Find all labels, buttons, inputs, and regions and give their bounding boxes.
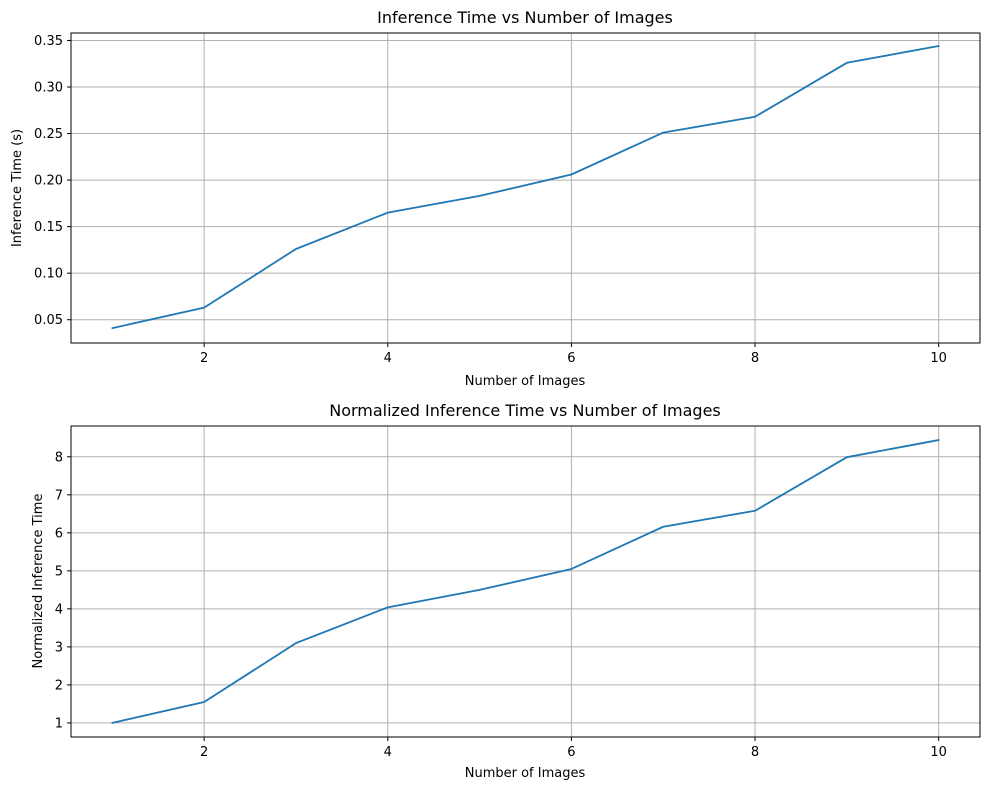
x-axis-label: Number of Images (465, 374, 586, 389)
y-tick-label: 3 (55, 640, 63, 655)
series-line (111, 439, 940, 724)
y-tick-label: 0.25 (34, 127, 63, 142)
series-layer (111, 439, 940, 724)
y-axis-label: Inference Time (s) (10, 129, 25, 247)
grid (71, 33, 980, 343)
y-tick-label: 0.35 (34, 34, 63, 49)
x-tick-label: 10 (930, 745, 947, 760)
x-tick-label: 2 (200, 351, 208, 366)
y-tick-label: 7 (55, 488, 63, 503)
y-tick-label: 1 (55, 716, 63, 731)
y-tick-label: 0.20 (34, 174, 63, 189)
x-axis-label: Number of Images (465, 766, 586, 781)
y-tick-label: 5 (55, 564, 63, 579)
x-tick-label: 4 (384, 745, 392, 760)
series-layer (111, 45, 940, 330)
x-tick-label: 6 (567, 351, 575, 366)
y-tick-label: 4 (55, 602, 63, 617)
inference-time-chart: Inference Time vs Number of Images 2 4 6 8 1… (10, 8, 981, 389)
x-tick-label: 6 (567, 745, 575, 760)
x-tick-label: 10 (930, 351, 947, 366)
plot-area (70, 425, 981, 738)
x-tick-label: 8 (751, 351, 759, 366)
y-axis-label: Normalized Inference Time (31, 494, 46, 669)
grid (71, 426, 980, 737)
y-tick-label: 0.05 (34, 313, 63, 328)
plot-area (70, 32, 981, 344)
normalized-inference-time-chart: Normalized Inference Time vs Number of I… (31, 401, 981, 781)
series-line (111, 45, 940, 330)
y-tick-label: 0.10 (34, 267, 63, 282)
ticks: 2 4 6 8 10 0.05 0.10 0.15 0.20 0.25 0.30 0.35 (34, 34, 947, 366)
chart-title: Normalized Inference Time vs Number of I… (329, 401, 721, 420)
x-tick-label: 2 (200, 745, 208, 760)
y-tick-label: 0.30 (34, 80, 63, 95)
y-tick-label: 8 (55, 450, 63, 465)
y-tick-label: 2 (55, 678, 63, 693)
y-tick-label: 6 (55, 526, 63, 541)
y-tick-label: 0.15 (34, 220, 63, 235)
chart-title: Inference Time vs Number of Images (377, 8, 673, 27)
x-tick-label: 4 (384, 351, 392, 366)
x-tick-label: 8 (751, 745, 759, 760)
